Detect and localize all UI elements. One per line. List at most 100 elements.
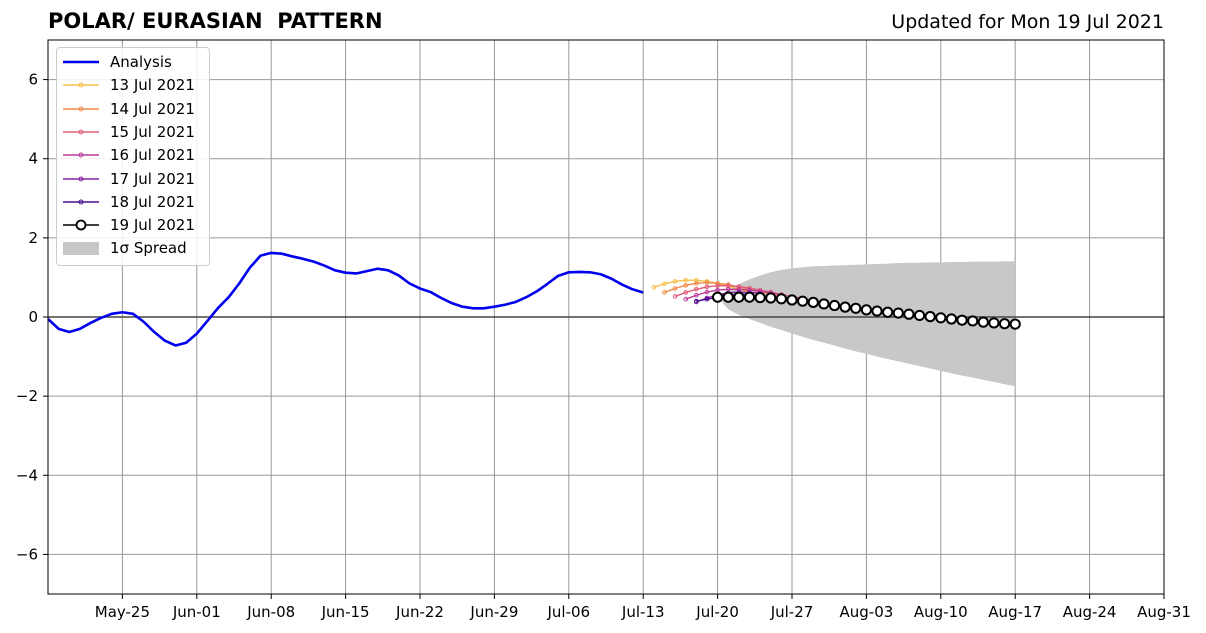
current-forecast-point — [967, 315, 979, 327]
x-tick-label: Aug-10 — [914, 603, 968, 621]
current-forecast-point — [998, 318, 1011, 330]
forecast-point — [683, 290, 689, 295]
current-forecast-point — [818, 298, 830, 310]
forecast-point — [694, 281, 699, 286]
current-forecast-point — [807, 296, 819, 308]
forecast-point — [672, 279, 678, 284]
spread-band — [717, 261, 1016, 387]
x-tick-label: Jun-08 — [246, 603, 295, 621]
forecast-point — [683, 283, 689, 288]
x-tick-label: Aug-31 — [1137, 603, 1191, 621]
forecast-line — [685, 288, 782, 300]
current-forecast-point — [892, 307, 904, 319]
legend-swatch — [63, 219, 99, 231]
x-tick-label: Jun-15 — [321, 603, 370, 621]
forecast-point — [662, 290, 667, 295]
x-tick-label: Jun-01 — [172, 603, 221, 621]
y-tick-label: 0 — [28, 308, 38, 326]
current-forecast-point — [945, 313, 958, 325]
x-tick-label: Jul-06 — [546, 603, 590, 621]
legend-entry: 15 Jul 2021 — [57, 122, 209, 142]
legend-swatch — [63, 199, 99, 205]
legend-entry: 1σ Spread — [57, 238, 209, 258]
current-forecast-point — [743, 291, 756, 303]
legend-entry: 19 Jul 2021 — [57, 215, 209, 235]
legend-swatch — [63, 242, 99, 256]
current-forecast-point — [903, 308, 915, 320]
current-forecast-point — [712, 291, 724, 303]
legend-entry: 18 Jul 2021 — [57, 192, 209, 212]
forecast-point — [704, 280, 710, 285]
current-forecast-point — [988, 317, 1000, 329]
current-forecast-point — [860, 304, 873, 316]
forecast-point — [704, 284, 710, 290]
current-forecast-point — [797, 295, 809, 307]
legend-swatch — [63, 176, 99, 181]
current-forecast-point — [977, 316, 989, 328]
analysis-line — [47, 251, 644, 347]
legend-entry: 13 Jul 2021 — [57, 75, 209, 95]
current-forecast-point — [733, 291, 745, 303]
legend-label: 15 Jul 2021 — [110, 122, 195, 141]
current-forecast-point — [913, 309, 926, 322]
y-tick-label: 2 — [28, 229, 38, 247]
legend-label: 17 Jul 2021 — [110, 169, 195, 188]
forecast-point — [694, 287, 699, 292]
forecast-point — [683, 277, 689, 283]
forecast-point — [694, 292, 699, 298]
x-tick-label: Aug-24 — [1063, 603, 1117, 621]
current-forecast-point — [765, 292, 777, 304]
legend-swatch — [63, 152, 99, 158]
legend-label: 13 Jul 2021 — [110, 76, 195, 95]
current-forecast-point — [882, 306, 894, 318]
x-tick-label: Jun-22 — [395, 603, 444, 621]
current-forecast-point — [924, 311, 936, 323]
x-tick-label: Aug-03 — [840, 603, 894, 621]
x-tick-label: Jul-13 — [621, 603, 665, 621]
current-forecast-point — [935, 312, 947, 324]
y-tick-label: 6 — [28, 71, 38, 89]
updated-date-label: Updated for Mon 19 Jul 2021 — [891, 11, 1164, 33]
current-forecast-point — [850, 302, 862, 314]
forecast-point — [704, 289, 710, 295]
current-forecast-point — [956, 314, 968, 326]
x-tick-label: Jun-29 — [469, 603, 518, 621]
forecast-point — [715, 283, 720, 289]
y-tick-label: 4 — [28, 150, 38, 168]
legend-swatch — [63, 82, 99, 88]
chart-legend: Analysis 13 Jul 2021 14 Jul 2021 15 Jul 202… — [56, 47, 210, 266]
legend-entry: Analysis — [57, 52, 209, 72]
y-tick-label: −2 — [16, 387, 38, 405]
legend-swatch — [63, 129, 99, 135]
forecast-point — [736, 284, 742, 289]
legend-swatch — [63, 60, 99, 64]
current-forecast-point — [754, 292, 766, 304]
x-tick-label: Jul-27 — [770, 603, 814, 621]
legend-entry: 16 Jul 2021 — [57, 145, 209, 165]
forecast-point — [662, 281, 667, 287]
y-tick-label: −4 — [16, 466, 38, 484]
forecast-point — [672, 286, 678, 291]
forecast-point — [694, 298, 699, 304]
legend-label: 18 Jul 2021 — [110, 192, 195, 211]
current-forecast-point — [786, 294, 798, 306]
forecast-point — [651, 285, 657, 290]
legend-label: 16 Jul 2021 — [110, 146, 195, 165]
forecast-point — [704, 296, 710, 302]
current-forecast-point — [722, 291, 734, 303]
current-forecast-point — [839, 301, 851, 313]
current-forecast-point — [871, 305, 883, 317]
forecast-point — [683, 296, 689, 302]
forecast-point — [672, 294, 678, 299]
legend-swatch — [63, 106, 99, 112]
legend-label: 1σ Spread — [110, 239, 187, 258]
chart-title: POLAR/ EURASIAN PATTERN — [48, 9, 383, 33]
current-forecast-point — [775, 293, 787, 305]
current-forecast-point — [828, 299, 841, 312]
legend-entry: 17 Jul 2021 — [57, 169, 209, 189]
legend-label: 19 Jul 2021 — [110, 216, 195, 235]
x-tick-label: Aug-17 — [988, 603, 1042, 621]
y-tick-label: −6 — [16, 545, 38, 563]
legend-label: Analysis — [110, 53, 172, 71]
